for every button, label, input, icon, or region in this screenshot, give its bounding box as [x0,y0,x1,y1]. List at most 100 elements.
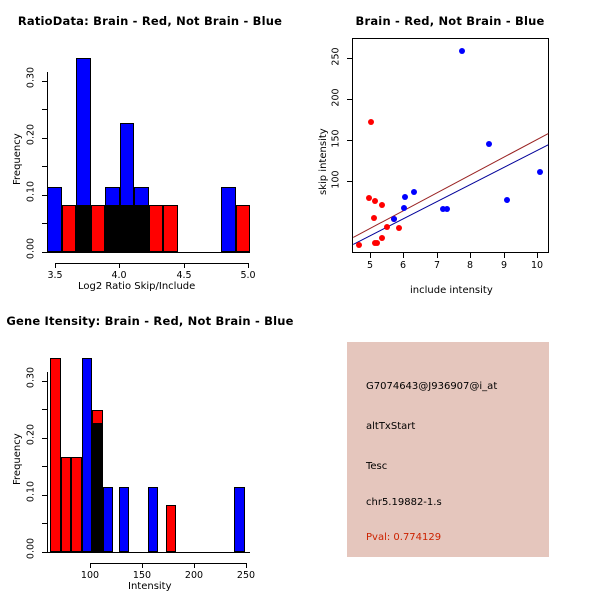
gene-y-tick-mark-half0 [42,523,47,524]
histogram-bar [102,487,114,552]
ratio-x-tick-3: 5.0 [240,270,256,281]
scatter-x-tick-9: 9 [500,260,508,271]
scatter-point [443,205,450,212]
ratio-y-tick-mark-1 [42,195,47,196]
histogram-bar [221,187,236,252]
gene-x-tick-mark-200 [194,563,195,568]
scatter-y-tick-mark-100 [347,181,352,182]
scatter-x-tick-mark-5 [370,253,371,258]
ratio-y-tick-mark-0 [42,252,47,253]
ratio-y-tick-1: 0.10 [25,180,37,203]
scatter-point [378,201,385,208]
scatter-point [378,235,385,242]
ratio-y-tick-0: 0.00 [25,237,37,260]
scatter-point [536,169,543,176]
gene-y-axis-line [47,372,48,552]
scatter-point [367,118,374,125]
gene-x-tick-250: 250 [236,570,256,581]
panel-intensity-scatter: Brain - Red, Not Brain - Blue skip inten… [300,0,600,300]
scatter-point [459,47,466,54]
gene-y-tick-mark-0 [42,552,47,553]
scatter-y-tick-mark-250 [347,58,352,59]
info-coordinate: chr5.19882-1.s [366,497,442,508]
gene-y-tick-0: 0.00 [25,537,37,560]
scatter-point [372,197,379,204]
scatter-point [374,239,381,246]
info-gene-symbol: Tesc [366,461,388,472]
ratio-x-tick-mark-3 [248,263,249,268]
ratio-y-tick-mark-half0 [42,223,47,224]
info-event-type: altTxStart [366,421,416,432]
scatter-point [485,140,492,147]
gene-x-tick-mark-150 [142,563,143,568]
histogram-bar [81,357,93,552]
scatter-point [401,194,408,201]
gene-y-tick-mark-2 [42,438,47,439]
gene-y-tick-3: 0.30 [25,366,37,389]
scatter-point [411,189,418,196]
scatter-y-tick-200: 200 [330,88,342,107]
scatter-point [370,215,377,222]
scatter-x-tick-mark-8 [470,253,471,258]
ratio-y-tick-2: 0.20 [25,123,37,146]
gene-plot-title: Gene Itensity: Brain - Red, Not Brain - … [6,314,294,328]
gene-x-axis-line [90,563,247,564]
ratio-x-tick-1: 4.0 [111,270,127,281]
scatter-x-tick-mark-7 [437,253,438,258]
scatter-x-tick-mark-9 [504,253,505,258]
histogram-bar [148,204,163,252]
histogram-bar [119,204,134,252]
ratio-y-tick-mark-half1 [42,166,47,167]
scatter-y-tick-100: 100 [330,170,342,189]
panel-ratio-histogram: RatioData: Brain - Red, Not Brain - Blue… [0,0,300,300]
histogram-bar [165,504,177,552]
info-background-box: G7074643@J936907@i_at altTxStart Tesc ch… [347,342,549,557]
gene-x-tick-150: 150 [132,570,152,581]
histogram-bar [105,204,120,252]
scatter-x-axis-title: include intensity [410,285,493,296]
scatter-y-axis-title: skip intensity [318,128,329,195]
ratio-y-tick-mark-half2 [42,109,47,110]
gene-y-tick-mark-1 [42,495,47,496]
scatter-y-tick-mark-150 [347,140,352,141]
scatter-x-tick-7: 7 [433,260,441,271]
ratio-x-tick-mark-2 [184,263,185,268]
scatter-y-tick-mark-200 [347,99,352,100]
histogram-bar [71,456,82,552]
scatter-plot-frame [352,38,549,253]
ratio-x-axis-title: Log2 Ratio Skip/Include [78,281,196,292]
gene-x-axis-title: Intensity [128,581,172,592]
scatter-x-tick-mark-10 [537,253,538,258]
histogram-bar [76,204,91,252]
scatter-point [384,223,391,230]
gene-y-tick-1: 0.10 [25,480,37,503]
scatter-y-tick-150: 150 [330,129,342,148]
gene-x-tick-mark-100 [90,563,91,568]
gene-baseline [47,552,250,553]
histogram-bar [47,187,62,252]
histogram-bar [50,357,61,552]
scatter-point [365,195,372,202]
scatter-x-tick-5: 5 [366,260,374,271]
gene-x-tick-200: 200 [184,570,204,581]
histogram-bar [147,487,159,552]
ratio-x-axis-line [55,263,249,264]
scatter-point [390,216,397,223]
histogram-bar [118,487,130,552]
histogram-bar [90,204,105,252]
scatter-x-tick-mark-6 [403,253,404,258]
panel-gene-intensity-histogram: Gene Itensity: Brain - Red, Not Brain - … [0,300,300,600]
gene-y-tick-mark-half2 [42,409,47,410]
scatter-x-tick-10: 10 [530,260,544,271]
gene-y-tick-mark-half1 [42,466,47,467]
scatter-point [503,196,510,203]
scatter-point [400,204,407,211]
ratio-x-tick-mark-0 [55,263,56,268]
gene-x-tick-100: 100 [80,570,100,581]
histogram-bar [61,204,76,252]
ratio-y-axis-title: Frequency [12,133,23,185]
ratio-x-tick-0: 3.5 [47,270,63,281]
gene-y-tick-2: 0.20 [25,423,37,446]
panel-gene-info: G7074643@J936907@i_at altTxStart Tesc ch… [300,300,600,600]
